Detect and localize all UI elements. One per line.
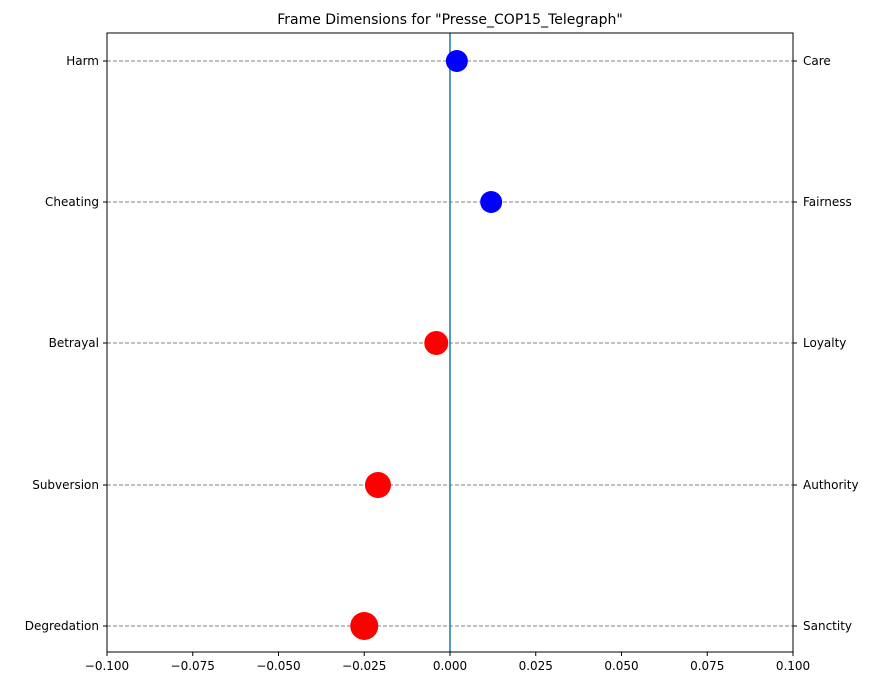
data-point: [350, 612, 379, 640]
x-tick-label: −0.025: [342, 659, 386, 673]
x-tick-label: 0.025: [519, 659, 553, 673]
data-point: [364, 472, 391, 498]
right-tick-label: Authority: [803, 478, 859, 492]
data-point: [424, 331, 449, 355]
x-tick-label: 0.050: [604, 659, 638, 673]
x-tick-label: 0.075: [690, 659, 724, 673]
data-point: [445, 50, 468, 72]
right-tick-label: Fairness: [803, 195, 852, 209]
x-tick-label: −0.075: [171, 659, 215, 673]
data-point: [480, 191, 503, 213]
x-tick-label: 0.100: [776, 659, 810, 673]
axis-layer: Harm Care Cheating Fairness Betrayal Loyalty S…: [25, 54, 859, 673]
x-tick-label: −0.100: [85, 659, 129, 673]
right-tick-label: Care: [803, 54, 831, 68]
left-tick-label: Betrayal: [49, 336, 99, 350]
left-tick-label: Harm: [66, 54, 99, 68]
x-tick-label: 0.000: [433, 659, 467, 673]
left-tick-label: Cheating: [45, 195, 99, 209]
points-layer: [350, 33, 503, 652]
left-tick-label: Subversion: [32, 478, 99, 492]
right-tick-label: Sanctity: [803, 619, 852, 633]
x-tick-label: −0.050: [256, 659, 300, 673]
chart-title: Frame Dimensions for "Presse_COP15_Teleg…: [277, 12, 623, 28]
left-tick-label: Degredation: [25, 619, 99, 633]
right-tick-label: Loyalty: [803, 336, 846, 350]
plot-frame: [106, 32, 794, 653]
